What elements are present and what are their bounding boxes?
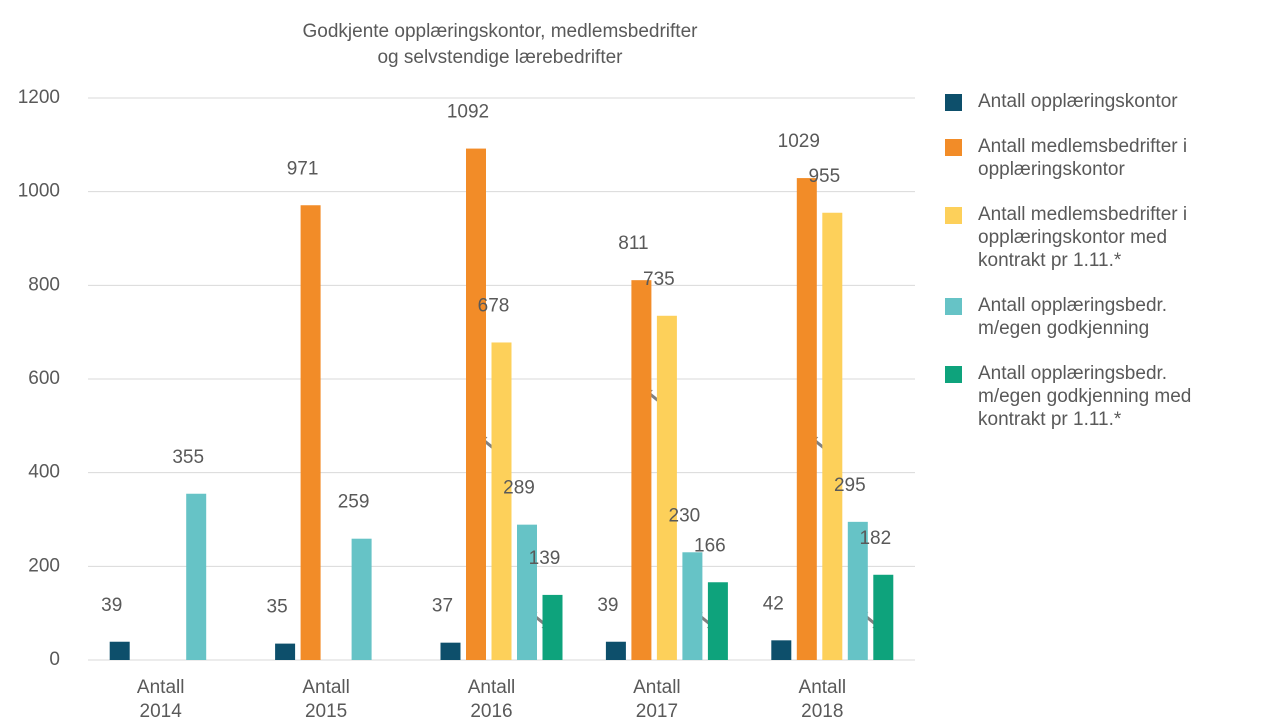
data-label: 39	[101, 595, 122, 616]
data-label: 166	[694, 535, 726, 556]
data-label: 678	[478, 295, 510, 316]
bar	[440, 642, 461, 660]
bar	[300, 205, 321, 660]
legend-swatch	[945, 139, 962, 156]
bar	[656, 315, 677, 660]
chart-title: Godkjente opplæringskontor, medlemsbedri…	[303, 21, 699, 42]
legend-item: Antall opplæringskontor	[945, 90, 1245, 113]
bar	[466, 148, 486, 660]
x-tick-label: Antall 2014	[137, 677, 185, 717]
data-label: 230	[669, 505, 701, 526]
data-label: 295	[834, 475, 866, 496]
chart: Godkjente opplæringskontor, medlemsbedri…	[18, 21, 915, 717]
legend-swatch	[945, 298, 962, 315]
legend-item: Antall medlemsbedrifter i opplæringskont…	[945, 135, 1245, 181]
bar	[847, 521, 868, 660]
data-label: 182	[859, 528, 891, 549]
legend-label: Antall opplæringsbedr. m/egen godkjennin…	[978, 363, 1192, 430]
legend-swatch	[945, 207, 962, 224]
legend: Antall opplæringskontor Antall medlemsbed…	[945, 90, 1245, 453]
y-tick-label: 0	[49, 649, 60, 670]
data-label: 39	[597, 595, 618, 616]
legend-label: Antall opplæringsbedr. m/egen godkjennin…	[978, 295, 1168, 339]
bar	[605, 641, 626, 660]
data-label: 42	[763, 593, 784, 614]
data-label: 955	[808, 166, 840, 187]
y-tick-label: 400	[28, 462, 60, 483]
bar	[707, 582, 728, 660]
bar	[631, 280, 652, 660]
data-label: 259	[338, 492, 370, 513]
y-tick-label: 200	[28, 555, 60, 576]
bar	[542, 594, 563, 660]
bar	[517, 524, 537, 660]
legend-item: Antall opplæringsbedr. m/egen godkjennin…	[945, 362, 1245, 431]
bar	[491, 342, 512, 660]
legend-item: Antall opplæringsbedr. m/egen godkjennin…	[945, 294, 1245, 340]
y-tick-label: 1000	[18, 181, 60, 202]
data-label: 37	[432, 596, 453, 617]
bar	[771, 640, 792, 660]
data-label: 1029	[778, 131, 820, 152]
data-label: 289	[503, 478, 535, 499]
bar	[822, 212, 843, 660]
y-tick-label: 800	[28, 274, 60, 295]
y-tick-label: 1200	[18, 87, 60, 108]
legend-swatch	[945, 366, 962, 383]
bar	[109, 641, 130, 660]
x-tick-label: Antall 2018	[799, 677, 847, 717]
data-label: 811	[618, 233, 648, 254]
data-label: 35	[267, 597, 288, 618]
bar	[275, 643, 296, 660]
bar	[873, 574, 894, 660]
data-label: 355	[172, 447, 204, 468]
data-label: 139	[529, 548, 561, 569]
x-tick-label: Antall 2017	[633, 677, 681, 717]
legend-item: Antall medlemsbedrifter i opplæringskont…	[945, 203, 1245, 272]
legend-label: Antall medlemsbedrifter i opplæringskont…	[978, 136, 1188, 180]
bar	[682, 552, 703, 660]
legend-label: Antall opplæringskontor	[978, 91, 1178, 112]
data-label: 735	[643, 269, 675, 290]
legend-label: Antall medlemsbedrifter i opplæringskont…	[978, 204, 1188, 271]
x-tick-label: Antall 2016	[468, 677, 516, 717]
bar	[186, 493, 207, 660]
bar	[351, 538, 372, 660]
legend-swatch	[945, 94, 962, 111]
bar	[796, 178, 817, 660]
y-tick-label: 600	[28, 368, 60, 389]
data-label: 971	[287, 158, 319, 179]
chart-title: og selvstendige lærebedrifter	[377, 47, 623, 68]
data-label: 1092	[447, 102, 489, 123]
x-tick-label: Antall 2015	[302, 677, 350, 717]
